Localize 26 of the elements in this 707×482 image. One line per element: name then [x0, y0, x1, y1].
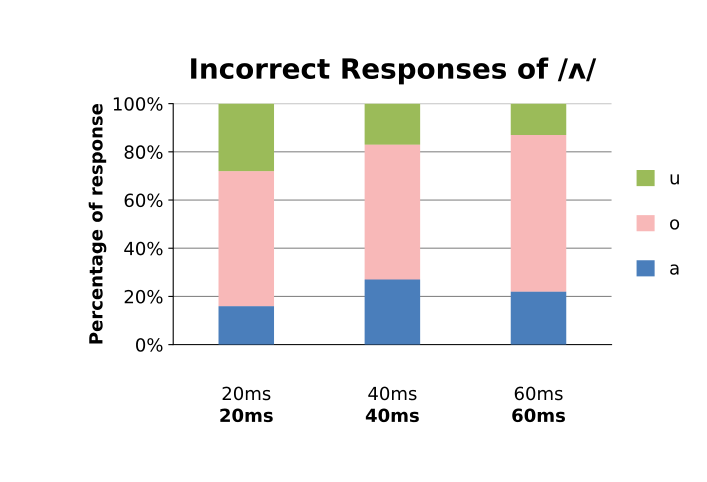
bar — [364, 104, 420, 145]
x-tick-label: 20ms — [222, 386, 270, 400]
text: 60ms — [512, 408, 565, 422]
text: 20ms — [220, 408, 273, 422]
bar — [510, 104, 566, 135]
x-tick-label: 60ms — [514, 386, 563, 400]
y-tick-label: 60% — [124, 193, 162, 208]
y-tick-label: 40% — [124, 242, 162, 256]
x-tick-label: 40ms — [368, 386, 416, 400]
y-tick-label: 80% — [124, 145, 162, 159]
bar — [510, 134, 566, 292]
bar — [364, 144, 420, 280]
y-tick-label: 0% — [136, 338, 162, 352]
legend-label: o — [670, 219, 680, 230]
legend-label: u — [670, 174, 679, 185]
text: 40ms — [366, 408, 419, 422]
legend-label: a — [670, 264, 678, 275]
bar — [364, 280, 420, 345]
bar — [218, 171, 274, 306]
bar — [510, 292, 566, 345]
y-tick-label: 100% — [114, 97, 162, 111]
y-axis-title: Percentage of response — [88, 104, 106, 344]
y-tick-label: 20% — [124, 290, 162, 304]
bar — [218, 306, 274, 345]
chart-title: Incorrect Responses of /ʌ/ — [191, 58, 596, 84]
bar — [218, 104, 274, 172]
